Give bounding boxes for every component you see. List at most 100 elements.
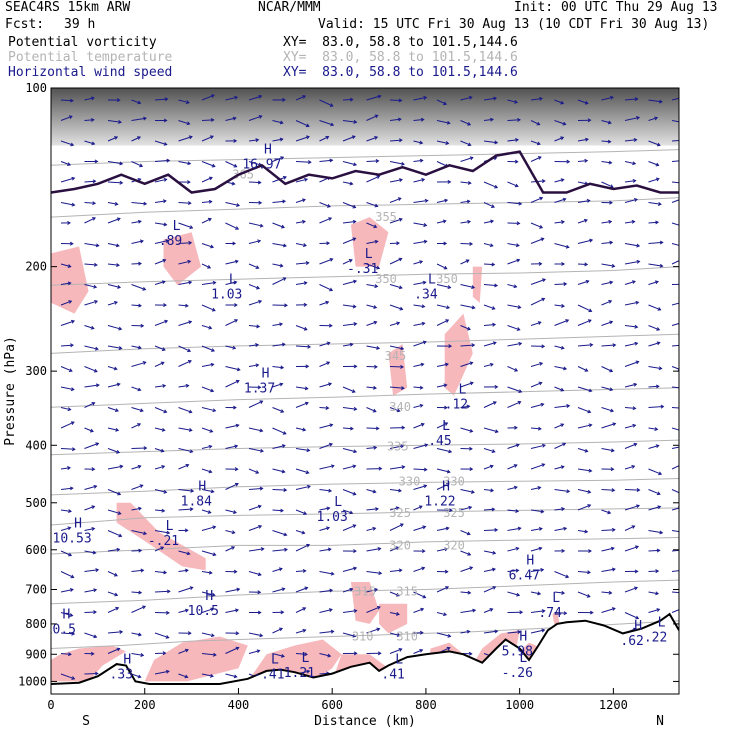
pv-extremum-type-16: H [62, 608, 70, 623]
wind-arrow [272, 243, 287, 247]
wind-arrow [84, 97, 95, 101]
wind-arrow [225, 161, 237, 168]
wind-arrow-head [255, 343, 260, 347]
wind-arrow [671, 344, 679, 347]
wind-arrow [671, 97, 679, 101]
wind-arrow-head [656, 491, 661, 496]
wind-arrow [554, 571, 569, 578]
wind-arrow-head [187, 360, 192, 364]
wind-arrow [577, 200, 590, 203]
pv-extremum-value-13: 6.47 [509, 568, 540, 583]
wind-arrow-head [443, 612, 448, 617]
wind-arrow [342, 427, 353, 430]
x-tick-label-1000: 1000 [505, 698, 534, 712]
wind-arrow-head [656, 341, 661, 346]
wind-arrow-head [397, 117, 402, 122]
wind-arrow-head [634, 569, 639, 574]
wind-arrow [248, 222, 263, 227]
wind-arrow [154, 509, 165, 512]
wind-arrow-head [468, 505, 473, 510]
wind-arrow [131, 465, 141, 470]
wind-arrow-head [377, 651, 382, 656]
wind-arrow-head [633, 442, 638, 447]
wind-arrow-head [303, 281, 308, 285]
wind-arrow [131, 284, 146, 291]
field-xy-theta: XY= 83.0, 58.8 to 101.5,144.6 [283, 50, 518, 65]
wind-arrow-head [304, 652, 308, 657]
wind-arrow-head [93, 484, 98, 489]
wind-arrow [413, 468, 427, 471]
wind-arrow-head [113, 572, 118, 577]
wind-arrow [248, 400, 263, 408]
wind-arrow [648, 263, 663, 267]
wind-arrow-head [514, 425, 518, 430]
wind-arrow-head [419, 260, 424, 264]
wind-arrow-head [353, 279, 358, 284]
wind-arrow [295, 570, 306, 572]
theta-label-12: 320 [443, 538, 465, 552]
wind-arrow-head [608, 219, 613, 224]
wind-arrow-head [610, 408, 615, 413]
wind-arrow [342, 304, 356, 308]
wind-arrow-head [71, 676, 76, 680]
wind-arrow-head [94, 346, 99, 351]
wind-arrow [460, 325, 471, 330]
wind-arrow [84, 119, 94, 121]
wind-arrow-head [514, 159, 519, 164]
wind-arrow-head [163, 222, 168, 227]
wind-arrow [389, 322, 400, 326]
wind-arrow [507, 259, 520, 265]
wind-arrow-head [116, 449, 121, 454]
wind-arrow-head [233, 510, 237, 514]
wind-arrow-head [89, 428, 94, 433]
wind-arrow [530, 509, 544, 513]
wind-arrow-head [140, 323, 145, 328]
wind-arrow [84, 180, 96, 183]
pv-region-2 [116, 502, 206, 571]
wind-arrow [577, 386, 592, 392]
wind-arrow-head [284, 547, 288, 552]
wind-arrow [107, 509, 121, 515]
wind-arrow-head [352, 237, 357, 242]
pv-extremum-type-22: L [395, 652, 403, 667]
pv-extremum-type-2: L [229, 272, 237, 287]
y-tick-label-700: 700 [25, 583, 47, 597]
wind-arrow [154, 385, 166, 388]
wind-arrow-head [282, 431, 287, 435]
wind-arrow [319, 159, 333, 162]
wind-arrow [601, 423, 616, 429]
wind-arrow [225, 366, 240, 371]
wind-arrow-head [396, 592, 401, 597]
pv-extremum-value-16: 10.5 [45, 623, 76, 638]
wind-arrow-head [681, 569, 684, 572]
wind-arrow [648, 99, 662, 103]
wind-arrow-head [352, 491, 357, 496]
theta-contour-345 [51, 333, 679, 354]
wind-arrow [389, 612, 400, 615]
wind-arrow [248, 505, 262, 511]
pv-extremum-value-6: .12 [445, 398, 468, 413]
wind-arrow-head [654, 116, 659, 121]
wind-arrow [624, 243, 640, 247]
wind-arrow [131, 673, 141, 678]
wind-arrow-head [584, 529, 589, 534]
wind-arrow-head [518, 341, 523, 346]
wind-arrow-head [234, 303, 238, 308]
wind-arrow [624, 361, 639, 367]
wind-arrow-head [69, 241, 74, 246]
wind-arrow-head [162, 258, 167, 263]
wind-arrow [554, 319, 569, 326]
wind-arrow [460, 157, 473, 162]
wind-arrow-head [92, 550, 97, 555]
pv-region-8 [379, 603, 408, 634]
wind-arrow-head [538, 381, 543, 386]
wind-arrow-head [260, 448, 264, 453]
wind-arrow [84, 589, 97, 593]
wind-arrow [648, 427, 658, 430]
wind-arrow [530, 120, 540, 126]
wind-arrow [84, 140, 95, 145]
wind-arrow-head [400, 444, 405, 449]
x-tick-label-1200: 1200 [599, 698, 628, 712]
pv-extremum-type-19: L [658, 616, 666, 631]
wind-arrow [366, 304, 377, 309]
